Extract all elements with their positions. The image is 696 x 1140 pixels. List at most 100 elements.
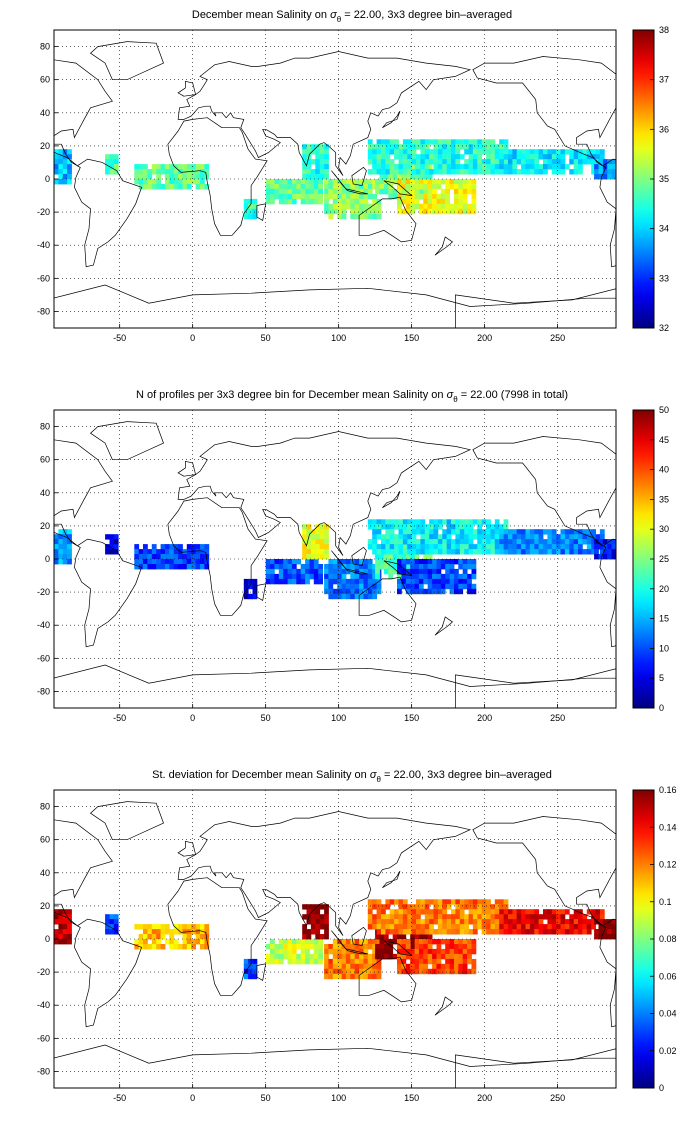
salinity-bin [427, 198, 433, 205]
salinity-bin [310, 169, 316, 175]
stdev-bin [471, 944, 477, 950]
stdev-bin [397, 944, 402, 950]
stdev-bin [375, 944, 380, 950]
salinity-bin [573, 169, 579, 175]
profiles-bin [147, 549, 153, 555]
salinity-bin [359, 184, 364, 190]
stdev-bin [464, 899, 469, 905]
profiles-bin [534, 534, 540, 540]
profiles-bin [248, 583, 253, 590]
profiles-bin [383, 554, 389, 560]
profiles-bin [547, 544, 553, 550]
stdev-bin [433, 919, 439, 925]
profiles-bin [385, 549, 391, 555]
stdev-bin [449, 939, 455, 945]
stdev-bin [138, 924, 144, 930]
salinity-bin [363, 213, 369, 220]
stdev-bin [58, 934, 64, 940]
salinity-bin [432, 203, 437, 210]
stdev-bin [354, 953, 360, 960]
profiles-bin [611, 549, 616, 555]
stdev-bin [372, 968, 377, 975]
stdev-bin [178, 944, 183, 950]
profiles-bin [454, 573, 459, 580]
profiles-bin [252, 593, 258, 600]
stdev-bin [516, 919, 522, 925]
profiles-bin [302, 529, 307, 535]
stdev-bin [458, 948, 464, 955]
salinity-coastline [382, 110, 401, 129]
profiles-bin [440, 559, 446, 565]
salinity-bin [310, 159, 316, 165]
stdev-bin [401, 968, 407, 975]
profiles-coastline [177, 460, 197, 477]
profiles-bin [599, 529, 605, 535]
stdev-bin [437, 909, 443, 915]
profiles-bin [367, 578, 373, 585]
stdev-bin [451, 899, 456, 905]
profiles-bin [151, 549, 157, 555]
profiles-bin [418, 588, 424, 595]
salinity-bin [442, 164, 448, 170]
stdev-bin [354, 958, 360, 965]
stdev-bin [248, 958, 253, 965]
stdev-bin [454, 944, 459, 950]
profiles-bin [446, 539, 452, 545]
salinity-bin [191, 164, 196, 170]
salinity-bin [599, 149, 605, 155]
profiles-bin [405, 568, 411, 575]
profiles-bin [459, 519, 465, 525]
profiles-bin [594, 549, 599, 555]
profiles-bin [516, 549, 522, 555]
profiles-bin [143, 564, 148, 570]
stdev-bin [372, 939, 377, 945]
profiles-bin [376, 549, 382, 555]
salinity-bin [134, 174, 140, 180]
stdev-bin [436, 944, 442, 950]
salinity-bin [376, 208, 382, 215]
stdev-bin [389, 914, 395, 920]
profiles-bin [512, 534, 518, 540]
salinity-bin [411, 159, 417, 165]
stdev-bin [265, 958, 271, 965]
profiles-bin [564, 549, 570, 555]
salinity-bin [499, 144, 504, 150]
profiles-bin [173, 559, 179, 565]
salinity-bin [459, 169, 465, 175]
stdev-bin [367, 944, 373, 950]
salinity-bin [433, 149, 439, 155]
profiles-bin [586, 529, 592, 535]
salinity-bin [423, 174, 429, 180]
salinity-bin [420, 149, 426, 155]
profiles-bin [420, 549, 426, 555]
profiles-bin [138, 559, 144, 565]
salinity-bin [468, 169, 474, 175]
salinity-bin [471, 179, 477, 185]
stdev-bin [503, 899, 509, 905]
profiles-bin [381, 524, 386, 530]
stdev-bin [306, 919, 312, 925]
profiles-x-ticks: -50 0 50 100 150 200 250 [113, 704, 565, 723]
profiles-bin [433, 534, 439, 540]
stdev-bin [341, 948, 347, 955]
stdev-bin [381, 914, 386, 920]
profiles-bin [367, 524, 373, 530]
profiles-bin [411, 544, 417, 550]
stdev-bin [113, 924, 119, 930]
profiles-bin [432, 564, 437, 570]
stdev-bin [300, 939, 306, 945]
salinity-bin [372, 149, 377, 155]
salinity-bin [433, 139, 439, 145]
stdev-bin [328, 973, 334, 980]
salinity-bin [113, 159, 119, 165]
stdev-bin [394, 924, 399, 930]
stdev-bin [407, 904, 413, 910]
profiles-colorbar-tick-label: 10 [659, 643, 669, 653]
stdev-bin [440, 968, 446, 975]
salinity-bin [388, 179, 394, 185]
salinity-bin [200, 164, 205, 170]
profiles-bin [313, 573, 319, 580]
profiles-bin [429, 524, 434, 530]
stdev-bin [578, 914, 583, 920]
